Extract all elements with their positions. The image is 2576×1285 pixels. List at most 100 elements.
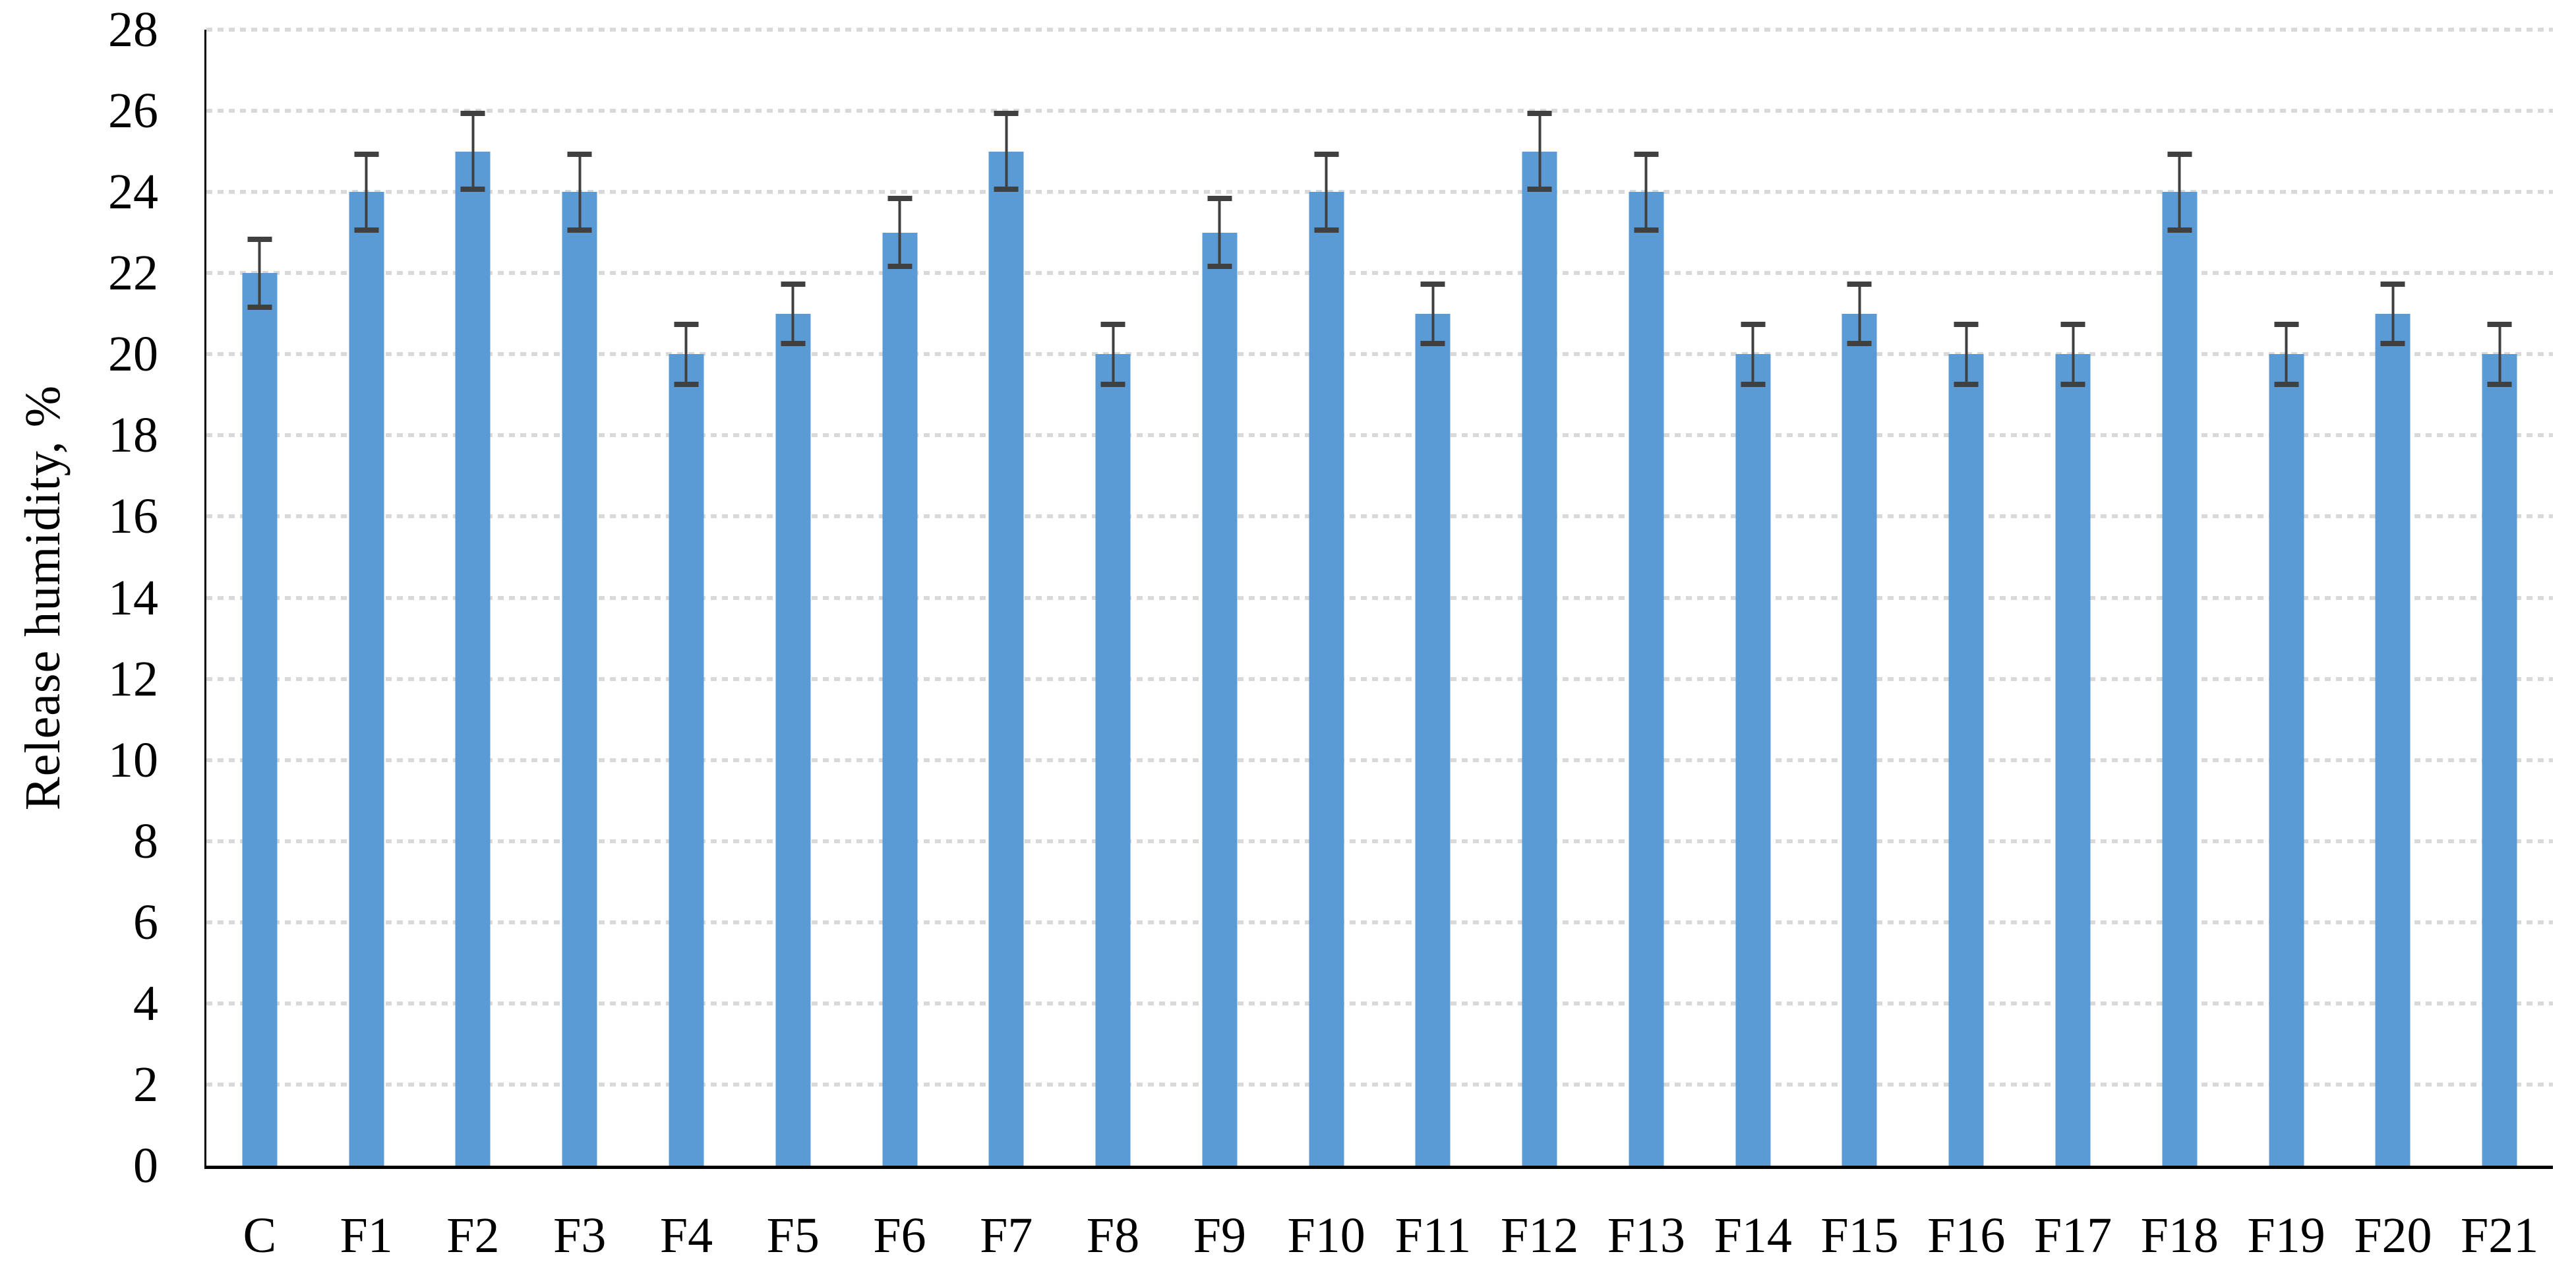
- error-bar-cap-bottom: [1847, 340, 1872, 346]
- error-bar-F14: [1741, 322, 1766, 387]
- x-tick-label-F15: F15: [1820, 1208, 1899, 1263]
- error-bar-line: [1965, 322, 1968, 387]
- x-tick-label-F16: F16: [1927, 1208, 2006, 1263]
- error-bar-cap-top: [2167, 151, 2192, 157]
- y-tick-label-10: 10: [108, 732, 158, 788]
- x-tick-label-F8: F8: [1086, 1208, 1140, 1263]
- error-bar-cap-top: [1954, 322, 1979, 328]
- error-bar-F6: [887, 196, 913, 270]
- bar-F18: [2162, 192, 2198, 1166]
- bar-C: [242, 273, 278, 1166]
- bar-F12: [1522, 151, 1557, 1166]
- error-bar-F17: [2060, 322, 2085, 387]
- error-bar-cap-top: [460, 111, 485, 117]
- error-bar-cap-top: [1314, 151, 1339, 157]
- y-tick-label-8: 8: [133, 813, 158, 869]
- error-bar-cap-bottom: [247, 304, 272, 310]
- error-bar-cap-bottom: [674, 381, 699, 387]
- error-bar-cap-top: [887, 196, 913, 202]
- x-tick-label-F4: F4: [659, 1208, 713, 1263]
- error-bar-cap-top: [247, 236, 272, 242]
- error-bar-cap-bottom: [781, 340, 806, 346]
- error-bar-cap-top: [2060, 322, 2085, 328]
- y-axis-line: [204, 30, 206, 1166]
- bar-F15: [1842, 313, 1877, 1166]
- x-tick-label-F1: F1: [340, 1208, 393, 1263]
- error-bar-line: [1644, 151, 1648, 233]
- gridline-y22: [206, 271, 2553, 276]
- error-bar-cap-top: [2487, 322, 2512, 328]
- bar-F5: [775, 313, 811, 1166]
- bar-F8: [1095, 354, 1131, 1166]
- error-bar-cap-top: [354, 151, 379, 157]
- x-tick-label-F7: F7: [980, 1208, 1033, 1263]
- error-bar-line: [684, 322, 688, 387]
- error-bar-cap-bottom: [2060, 381, 2085, 387]
- x-axis-line: [204, 1166, 2553, 1169]
- gridline-y26: [206, 109, 2553, 113]
- error-bar-cap-bottom: [2274, 381, 2299, 387]
- error-bar-cap-bottom: [887, 264, 913, 270]
- gridline-y14: [206, 595, 2553, 600]
- gridline-y4: [206, 1001, 2553, 1005]
- error-bar-cap-bottom: [1634, 227, 1659, 233]
- bar-F3: [562, 192, 597, 1166]
- x-tick-label-F17: F17: [2033, 1208, 2112, 1263]
- error-bar-F21: [2487, 322, 2512, 387]
- x-axis-category-labels: C F1 F2 F3 F4 F5 F6 F7 F8 F9 F10 F11 F12 F13 F14 F15 F16…: [206, 1204, 2553, 1267]
- bar-F9: [1202, 232, 1238, 1166]
- error-bar-line: [1005, 111, 1008, 193]
- error-bar-F1: [354, 151, 379, 233]
- error-bar-cap-top: [2274, 322, 2299, 328]
- x-tick-label-F14: F14: [1714, 1208, 1792, 1263]
- error-bar-line: [898, 196, 901, 270]
- gridline-y8: [206, 839, 2553, 843]
- error-bar-line: [2285, 322, 2288, 387]
- error-bar-F15: [1847, 281, 1872, 346]
- error-bar-cap-top: [567, 151, 592, 157]
- error-bar-cap-top: [674, 322, 699, 328]
- x-tick-label-F19: F19: [2247, 1208, 2325, 1263]
- y-tick-label-26: 26: [108, 83, 158, 139]
- bar-F21: [2482, 354, 2517, 1166]
- error-bar-cap-bottom: [1420, 340, 1445, 346]
- error-bar-F16: [1954, 322, 1979, 387]
- error-bar-cap-bottom: [1741, 381, 1766, 387]
- error-bar-cap-bottom: [994, 187, 1019, 193]
- y-tick-label-20: 20: [108, 326, 158, 382]
- x-tick-label-F12: F12: [1501, 1208, 1579, 1263]
- y-tick-label-0: 0: [133, 1138, 158, 1193]
- error-bar-line: [578, 151, 582, 233]
- gridline-y10: [206, 758, 2553, 762]
- y-tick-label-6: 6: [133, 894, 158, 950]
- error-bar-F3: [567, 151, 592, 233]
- x-tick-label-F5: F5: [766, 1208, 820, 1263]
- error-bar-F10: [1314, 151, 1339, 233]
- x-tick-label-F9: F9: [1193, 1208, 1246, 1263]
- error-bar-line: [2072, 322, 2075, 387]
- bar-F11: [1415, 313, 1451, 1166]
- bar-F1: [349, 192, 384, 1166]
- gridline-y6: [206, 920, 2553, 924]
- error-bar-F19: [2274, 322, 2299, 387]
- error-bar-line: [1751, 322, 1754, 387]
- error-bar-C: [247, 236, 272, 310]
- error-bar-F12: [1527, 111, 1552, 193]
- error-bar-line: [2391, 281, 2395, 346]
- error-bar-line: [1431, 281, 1435, 346]
- error-bar-line: [1858, 281, 1861, 346]
- error-bar-F2: [460, 111, 485, 193]
- error-bar-cap-bottom: [460, 187, 485, 193]
- error-bar-F13: [1634, 151, 1659, 233]
- gridline-y16: [206, 514, 2553, 519]
- error-bar-cap-top: [1847, 281, 1872, 287]
- error-bar-cap-bottom: [1314, 227, 1339, 233]
- error-bar-cap-top: [1420, 281, 1445, 287]
- bar-F19: [2269, 354, 2304, 1166]
- y-tick-label-16: 16: [108, 489, 158, 545]
- gridline-y28: [206, 28, 2553, 32]
- error-bar-cap-bottom: [1100, 381, 1125, 387]
- y-tick-label-2: 2: [133, 1056, 158, 1112]
- error-bar-line: [258, 236, 261, 310]
